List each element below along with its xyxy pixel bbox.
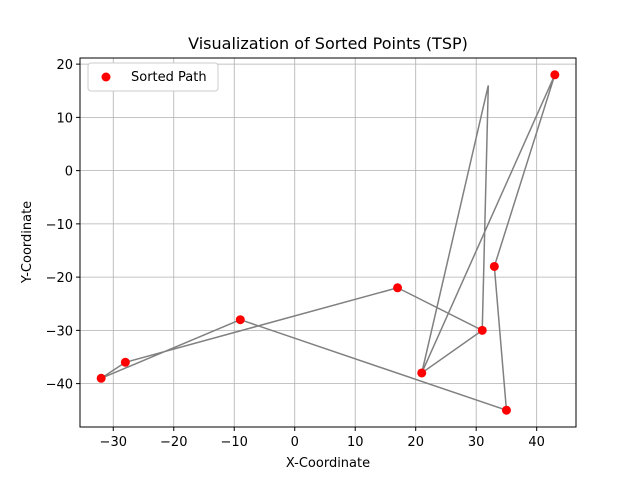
data-point	[489, 261, 499, 271]
y-axis-label: Y-Coordinate	[20, 201, 35, 284]
x-tick-label: 40	[528, 435, 545, 450]
legend-label: Sorted Path	[131, 70, 207, 85]
data-point	[393, 283, 403, 293]
x-axis-label: X-Coordinate	[286, 456, 370, 471]
legend-marker	[101, 72, 111, 82]
legend-box	[87, 62, 219, 92]
data-point	[235, 315, 245, 325]
x-tick-label: −10	[221, 435, 248, 450]
y-tick-label: −20	[46, 271, 73, 286]
y-tick-label: 20	[56, 58, 73, 73]
x-tick-label: 10	[347, 435, 364, 450]
x-tick-label: −20	[160, 435, 187, 450]
x-tick-label: 30	[468, 435, 485, 450]
data-point	[501, 405, 511, 415]
legend: Sorted Path	[87, 62, 219, 92]
points	[96, 70, 560, 415]
y-tick-label: 10	[56, 111, 73, 126]
grid	[80, 58, 576, 427]
y-tick-label: −40	[46, 378, 73, 393]
chart-title: Visualization of Sorted Points (TSP)	[188, 34, 468, 53]
y-tick-label: −10	[46, 218, 73, 233]
data-point	[550, 70, 560, 80]
data-point	[477, 325, 487, 335]
data-point	[120, 357, 130, 367]
plot-frame	[79, 57, 577, 428]
path-lines	[100, 74, 556, 412]
x-tick-label: −30	[100, 435, 127, 450]
path-line	[100, 74, 556, 412]
x-axis-ticks: −30 −20 −10 0 10 20 30 40	[100, 427, 545, 450]
path-line-segment	[421, 85, 490, 374]
x-tick-label: 20	[407, 435, 424, 450]
data-point	[417, 368, 427, 378]
x-tick-label: 0	[291, 435, 299, 450]
y-tick-label: 0	[65, 165, 73, 180]
y-axis-ticks: −40 −30 −20 −10 0 10 20	[46, 58, 80, 393]
data-point	[96, 373, 106, 383]
y-tick-label: −30	[46, 324, 73, 339]
